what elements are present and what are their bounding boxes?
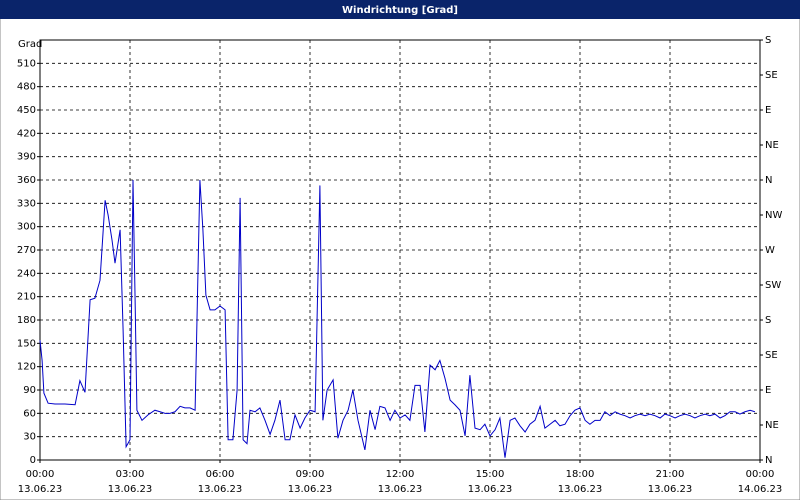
x-tick-label: 00:00	[26, 469, 55, 480]
y2-tick-label: NW	[765, 210, 782, 221]
x-tick-label: 18:00	[566, 469, 595, 480]
y2-tick-label: S	[765, 315, 771, 326]
x-tick-date: 13.06.23	[558, 484, 603, 495]
y-tick-label: 510	[17, 58, 36, 69]
title-bar	[0, 0, 800, 19]
y-tick-label: 210	[17, 292, 36, 303]
y2-tick-label: E	[765, 105, 771, 116]
x-tick-label: 12:00	[386, 469, 415, 480]
x-tick-date: 13.06.23	[108, 484, 153, 495]
y2-tick-label: SE	[765, 350, 778, 361]
x-tick-date: 13.06.23	[468, 484, 513, 495]
y-tick-label: 30	[23, 432, 36, 443]
x-tick-date: 13.06.23	[378, 484, 423, 495]
y2-tick-label: SW	[765, 280, 781, 291]
x-tick-label: 09:00	[296, 469, 325, 480]
x-tick-date: 13.06.23	[288, 484, 333, 495]
y2-tick-label: E	[765, 385, 771, 396]
y-tick-label: 390	[17, 152, 36, 163]
y-tick-label: 450	[17, 105, 36, 116]
y-tick-label: 330	[17, 198, 36, 209]
x-tick-label: 03:00	[116, 469, 145, 480]
x-tick-date: 13.06.23	[18, 484, 63, 495]
x-tick-date: 14.06.23	[738, 484, 783, 495]
y-tick-label: 180	[17, 315, 36, 326]
y2-tick-label: N	[765, 455, 772, 466]
y-axis-label: Grad	[18, 39, 42, 50]
x-tick-label: 00:00	[746, 469, 775, 480]
y-tick-label: 90	[23, 385, 36, 396]
y-tick-label: 420	[17, 128, 36, 139]
y-tick-label: 270	[17, 245, 36, 256]
y-tick-label: 240	[17, 268, 36, 279]
y-tick-label: 120	[17, 362, 36, 373]
x-tick-date: 13.06.23	[198, 484, 243, 495]
plot-border	[39, 39, 761, 461]
y-tick-label: 480	[17, 82, 36, 93]
y-tick-label: 150	[17, 338, 36, 349]
y2-tick-label: W	[765, 245, 775, 256]
y2-tick-label: SE	[765, 70, 778, 81]
y-tick-label: 60	[23, 408, 36, 419]
x-tick-date: 13.06.23	[648, 484, 693, 495]
y-tick-label: 0	[30, 455, 36, 466]
x-tick-label: 15:00	[476, 469, 505, 480]
line	[39, 179, 756, 458]
x-tick-label: 21:00	[656, 469, 685, 480]
y2-tick-label: NE	[765, 140, 779, 151]
x-tick-label: 06:00	[206, 469, 235, 480]
y2-tick-label: N	[765, 175, 772, 186]
y2-tick-label: S	[765, 35, 771, 46]
chart-title: Windrichtung [Grad]	[342, 5, 458, 16]
y-tick-label: 300	[17, 222, 36, 233]
y2-tick-label: NE	[765, 420, 779, 431]
y-tick-label: 360	[17, 175, 36, 186]
